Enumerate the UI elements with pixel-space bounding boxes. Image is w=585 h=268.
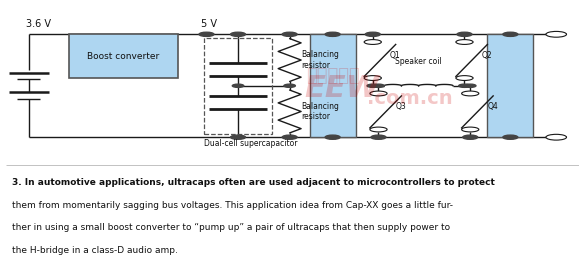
Circle shape	[370, 91, 387, 96]
Text: Dual-cell supercapacitor: Dual-cell supercapacitor	[204, 139, 297, 148]
Circle shape	[503, 135, 518, 139]
Text: EEW: EEW	[304, 75, 379, 103]
Circle shape	[457, 32, 472, 36]
Text: Balancing
resistor: Balancing resistor	[301, 102, 339, 121]
Circle shape	[371, 135, 386, 139]
Text: Q4: Q4	[487, 102, 498, 111]
Circle shape	[373, 84, 384, 87]
Bar	[309, 34, 356, 137]
Circle shape	[282, 32, 297, 36]
Circle shape	[230, 135, 246, 139]
Circle shape	[364, 40, 381, 44]
Circle shape	[459, 84, 470, 87]
Text: 3.6 V: 3.6 V	[26, 20, 51, 29]
Circle shape	[464, 84, 476, 87]
Bar	[204, 38, 273, 134]
Text: Balancing
resistor: Balancing resistor	[301, 50, 339, 70]
Bar	[69, 34, 178, 78]
Circle shape	[456, 76, 473, 80]
Text: the H-bridge in a class-D audio amp.: the H-bridge in a class-D audio amp.	[12, 245, 177, 255]
Circle shape	[364, 76, 381, 80]
Text: Q2: Q2	[481, 51, 493, 60]
Circle shape	[456, 40, 473, 44]
Text: 5 V: 5 V	[201, 20, 217, 29]
Circle shape	[325, 32, 340, 36]
Circle shape	[546, 134, 566, 140]
Circle shape	[503, 32, 518, 36]
Text: ther in using a small boost converter to “pump up” a pair of ultracaps that then: ther in using a small boost converter to…	[12, 223, 450, 232]
Circle shape	[367, 84, 378, 87]
Text: Q3: Q3	[395, 102, 407, 111]
Text: them from momentarily sagging bus voltages. This application idea from Cap-XX go: them from momentarily sagging bus voltag…	[12, 201, 453, 210]
Text: .com.cn: .com.cn	[367, 89, 453, 108]
Circle shape	[199, 32, 214, 36]
Text: Boost converter: Boost converter	[87, 51, 160, 61]
Circle shape	[462, 91, 479, 96]
Circle shape	[370, 127, 387, 132]
Text: Q1: Q1	[390, 51, 401, 60]
Circle shape	[365, 32, 380, 36]
Circle shape	[546, 31, 566, 37]
Circle shape	[282, 135, 297, 139]
Text: 家电品世界: 家电品世界	[306, 67, 360, 85]
Circle shape	[463, 135, 478, 139]
Circle shape	[284, 84, 295, 87]
Text: Speaker coil: Speaker coil	[395, 57, 442, 66]
Text: 3. In automotive applications, ultracaps often are used adjacent to microcontrol: 3. In automotive applications, ultracaps…	[12, 178, 494, 187]
Circle shape	[462, 127, 479, 132]
Circle shape	[232, 84, 244, 87]
Circle shape	[325, 135, 340, 139]
Bar	[487, 34, 534, 137]
Circle shape	[230, 32, 246, 36]
